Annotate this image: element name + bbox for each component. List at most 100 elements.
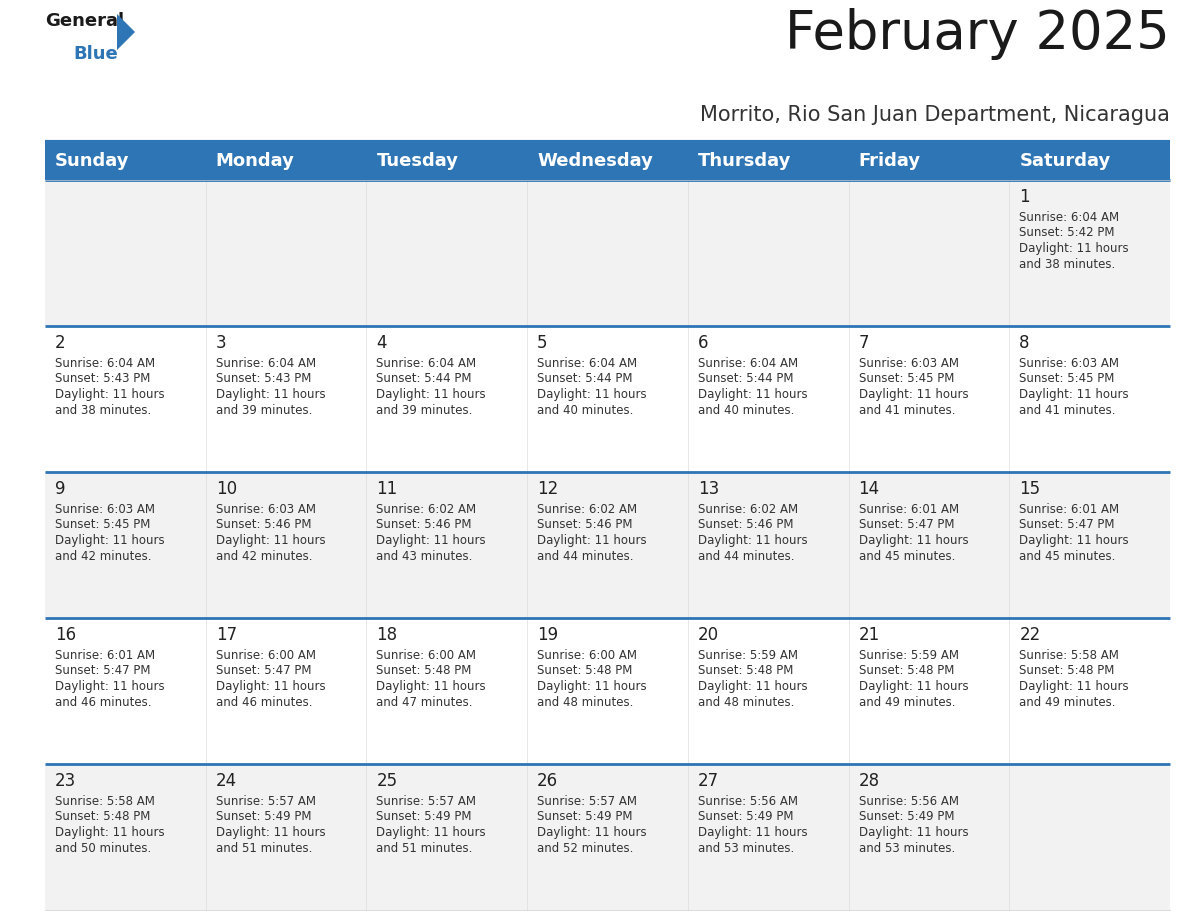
Text: Daylight: 11 hours: Daylight: 11 hours [377, 534, 486, 547]
Text: and 51 minutes.: and 51 minutes. [377, 842, 473, 855]
Bar [366, 326, 527, 472]
Text: and 44 minutes.: and 44 minutes. [697, 550, 795, 563]
Text: Daylight: 11 hours: Daylight: 11 hours [859, 680, 968, 693]
Text: Sunrise: 6:01 AM: Sunrise: 6:01 AM [1019, 503, 1119, 516]
Text: Daylight: 11 hours: Daylight: 11 hours [1019, 388, 1129, 401]
Text: and 51 minutes.: and 51 minutes. [216, 842, 312, 855]
Text: Daylight: 11 hours: Daylight: 11 hours [537, 388, 646, 401]
Text: Sunrise: 6:03 AM: Sunrise: 6:03 AM [859, 357, 959, 370]
Text: and 45 minutes.: and 45 minutes. [859, 550, 955, 563]
Text: Sunrise: 5:57 AM: Sunrise: 5:57 AM [377, 795, 476, 808]
Text: Daylight: 11 hours: Daylight: 11 hours [859, 388, 968, 401]
Text: 6: 6 [697, 334, 708, 352]
Text: Sunrise: 5:57 AM: Sunrise: 5:57 AM [537, 795, 637, 808]
Text: 1: 1 [1019, 188, 1030, 206]
Text: and 44 minutes.: and 44 minutes. [537, 550, 633, 563]
Text: and 45 minutes.: and 45 minutes. [1019, 550, 1116, 563]
Text: Sunrise: 6:04 AM: Sunrise: 6:04 AM [1019, 211, 1119, 224]
Text: 21: 21 [859, 626, 880, 644]
Text: and 50 minutes.: and 50 minutes. [55, 842, 151, 855]
Text: and 41 minutes.: and 41 minutes. [859, 404, 955, 417]
Text: 15: 15 [1019, 480, 1041, 498]
Text: General: General [45, 12, 124, 30]
Text: Sunrise: 5:56 AM: Sunrise: 5:56 AM [697, 795, 798, 808]
Text: and 53 minutes.: and 53 minutes. [697, 842, 794, 855]
Text: 28: 28 [859, 772, 879, 790]
Text: 11: 11 [377, 480, 398, 498]
Text: Saturday: Saturday [1019, 152, 1111, 170]
Text: Blue: Blue [72, 45, 118, 63]
Bar [688, 764, 848, 910]
Text: Sunrise: 5:59 AM: Sunrise: 5:59 AM [697, 649, 798, 662]
Bar [1010, 142, 1170, 180]
Bar [1010, 618, 1170, 764]
Text: Sunrise: 6:04 AM: Sunrise: 6:04 AM [377, 357, 476, 370]
Text: Daylight: 11 hours: Daylight: 11 hours [697, 826, 808, 839]
Text: and 48 minutes.: and 48 minutes. [697, 696, 795, 709]
Text: Sunrise: 6:00 AM: Sunrise: 6:00 AM [377, 649, 476, 662]
Text: Sunset: 5:46 PM: Sunset: 5:46 PM [697, 519, 794, 532]
Text: Daylight: 11 hours: Daylight: 11 hours [1019, 680, 1129, 693]
Bar [688, 618, 848, 764]
Text: Daylight: 11 hours: Daylight: 11 hours [697, 680, 808, 693]
Text: Wednesday: Wednesday [537, 152, 653, 170]
Bar [527, 142, 688, 180]
Bar [1010, 472, 1170, 618]
Text: Sunrise: 6:00 AM: Sunrise: 6:00 AM [537, 649, 637, 662]
Text: 7: 7 [859, 334, 870, 352]
Text: 5: 5 [537, 334, 548, 352]
Text: Daylight: 11 hours: Daylight: 11 hours [216, 826, 326, 839]
Bar [688, 472, 848, 618]
Bar [206, 326, 366, 472]
Text: Sunset: 5:47 PM: Sunset: 5:47 PM [216, 665, 311, 677]
Text: 16: 16 [55, 626, 76, 644]
Text: Sunset: 5:49 PM: Sunset: 5:49 PM [377, 811, 472, 823]
Text: 19: 19 [537, 626, 558, 644]
Bar [45, 618, 206, 764]
Text: 23: 23 [55, 772, 76, 790]
Bar [206, 472, 366, 618]
Text: Sunset: 5:48 PM: Sunset: 5:48 PM [859, 665, 954, 677]
Text: and 40 minutes.: and 40 minutes. [697, 404, 795, 417]
Text: Sunrise: 6:02 AM: Sunrise: 6:02 AM [377, 503, 476, 516]
Text: and 53 minutes.: and 53 minutes. [859, 842, 955, 855]
Text: and 48 minutes.: and 48 minutes. [537, 696, 633, 709]
Bar [848, 326, 1010, 472]
Bar [206, 618, 366, 764]
Text: Sunrise: 5:58 AM: Sunrise: 5:58 AM [1019, 649, 1119, 662]
Text: and 41 minutes.: and 41 minutes. [1019, 404, 1116, 417]
Text: 8: 8 [1019, 334, 1030, 352]
Text: Daylight: 11 hours: Daylight: 11 hours [55, 388, 165, 401]
Text: Sunset: 5:44 PM: Sunset: 5:44 PM [377, 373, 472, 386]
Bar [1010, 764, 1170, 910]
Text: 24: 24 [216, 772, 236, 790]
Text: and 38 minutes.: and 38 minutes. [1019, 258, 1116, 271]
Text: and 43 minutes.: and 43 minutes. [377, 550, 473, 563]
Text: Daylight: 11 hours: Daylight: 11 hours [216, 680, 326, 693]
Text: and 52 minutes.: and 52 minutes. [537, 842, 633, 855]
Bar [688, 326, 848, 472]
Text: Daylight: 11 hours: Daylight: 11 hours [55, 680, 165, 693]
Text: and 49 minutes.: and 49 minutes. [1019, 696, 1116, 709]
Bar [1010, 326, 1170, 472]
Bar [45, 142, 206, 180]
Text: Daylight: 11 hours: Daylight: 11 hours [377, 826, 486, 839]
Text: Sunset: 5:45 PM: Sunset: 5:45 PM [55, 519, 151, 532]
Bar [206, 142, 366, 180]
Text: and 49 minutes.: and 49 minutes. [859, 696, 955, 709]
Text: Sunset: 5:42 PM: Sunset: 5:42 PM [1019, 227, 1114, 240]
Text: Sunset: 5:48 PM: Sunset: 5:48 PM [697, 665, 794, 677]
Bar [527, 764, 688, 910]
Text: and 42 minutes.: and 42 minutes. [216, 550, 312, 563]
Text: 20: 20 [697, 626, 719, 644]
Text: Sunset: 5:48 PM: Sunset: 5:48 PM [537, 665, 632, 677]
Bar [527, 180, 688, 326]
Text: 14: 14 [859, 480, 879, 498]
Text: Sunrise: 6:01 AM: Sunrise: 6:01 AM [859, 503, 959, 516]
Text: Sunset: 5:48 PM: Sunset: 5:48 PM [1019, 665, 1114, 677]
Text: Sunset: 5:46 PM: Sunset: 5:46 PM [537, 519, 633, 532]
Text: Daylight: 11 hours: Daylight: 11 hours [377, 680, 486, 693]
Text: Daylight: 11 hours: Daylight: 11 hours [537, 680, 646, 693]
Bar [848, 764, 1010, 910]
Bar [366, 618, 527, 764]
